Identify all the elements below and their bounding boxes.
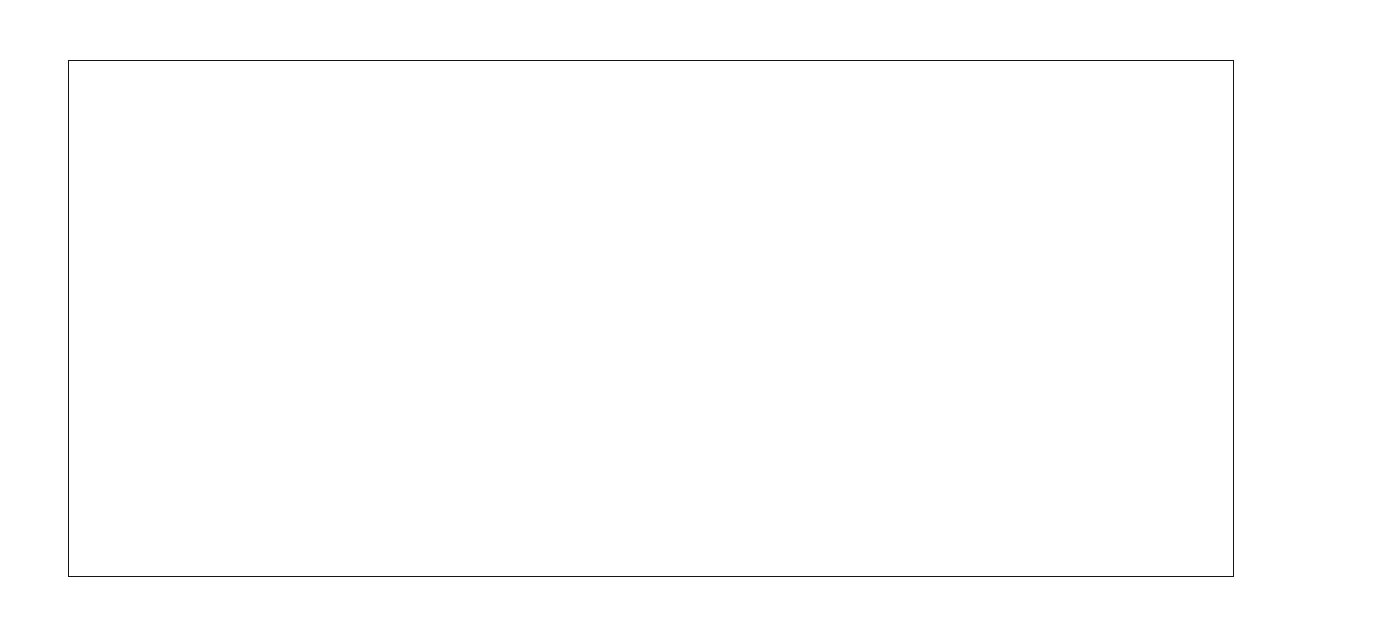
- precipitation-map: [69, 61, 1233, 576]
- map-area: [68, 60, 1234, 577]
- colorbar: [1252, 94, 1286, 554]
- colorbar-scale: [1252, 94, 1286, 550]
